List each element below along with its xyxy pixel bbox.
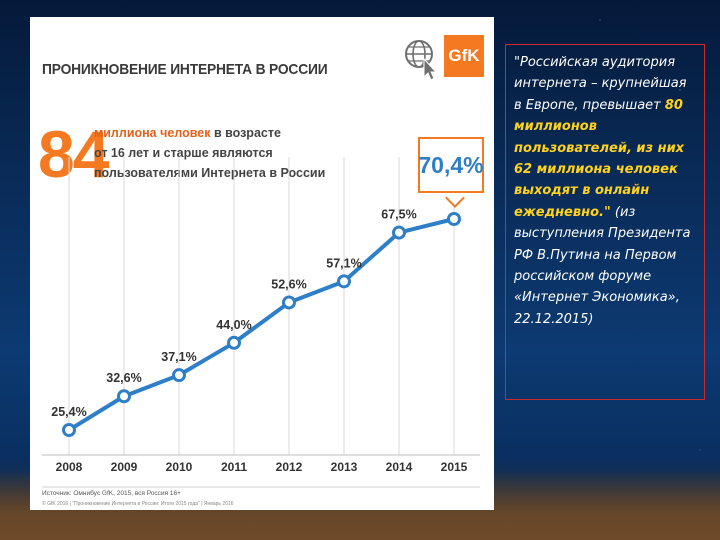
x-tick-label: 2009 <box>111 460 138 474</box>
lead-text: миллиона человек в возрасте от 16 лет и … <box>94 123 344 183</box>
lead-highlight: миллиона человек <box>94 126 211 140</box>
quote-highlight: 80 миллионов пользователей, из них 62 ми… <box>514 97 685 220</box>
data-point <box>172 368 186 383</box>
lead-rest: в возрасте <box>210 126 281 140</box>
data-point <box>447 212 461 226</box>
x-tick-label: 2013 <box>331 460 358 474</box>
lead-line-3: пользователями Интернета в России <box>94 166 326 180</box>
data-point <box>62 423 76 437</box>
lead-line-2: от 16 лет и старше являются <box>94 146 273 160</box>
data-label: 67,5% <box>381 208 416 222</box>
data-label: 44,0% <box>216 318 251 332</box>
gfk-logo: GfK <box>444 35 484 77</box>
data-label: 52,6% <box>271 277 306 291</box>
quote-suffix: (из выступления Президента РФ В.Путина н… <box>514 204 691 327</box>
source-line: Источник: Омнибус GfK, 2015, вся Россия … <box>42 490 181 497</box>
chart-panel: ПРОНИКНОВЕНИЕ ИНТЕРНЕТА В РОССИИ GfK 84 … <box>30 17 494 510</box>
big-number: 84 <box>38 117 109 191</box>
x-tick-label: 2010 <box>166 460 193 474</box>
x-tick-label: 2008 <box>56 460 83 474</box>
data-point <box>392 225 406 240</box>
x-tick-label: 2015 <box>441 460 468 474</box>
data-point <box>227 335 241 350</box>
series-line <box>67 217 455 432</box>
data-label: 57,1% <box>326 256 361 270</box>
globe-cursor-icon <box>405 40 438 81</box>
panel-title: ПРОНИКНОВЕНИЕ ИНТЕРНЕТА В РОССИИ <box>42 61 328 78</box>
data-point <box>337 274 351 289</box>
quote-prefix: "Российская аудитория интернета – крупне… <box>514 55 687 113</box>
data-label: 37,1% <box>161 350 196 364</box>
data-label: 32,6% <box>106 371 141 385</box>
x-tick-label: 2011 <box>221 460 247 474</box>
x-tick-label: 2012 <box>276 460 303 474</box>
line-chart: 25,4% 32,6% 37,1% 44,0% 52,6% 57,1% 67,5% 2008 2… <box>42 157 480 488</box>
data-point <box>282 295 296 310</box>
source-footer: © GfK 2016 | "Проникновение Интернета в … <box>42 501 234 507</box>
data-point <box>117 389 131 404</box>
callout-value: 70,4% <box>418 137 484 193</box>
quote-box: "Российская аудитория интернета – крупне… <box>505 44 705 400</box>
data-label: 25,4% <box>51 405 86 419</box>
x-tick-label: 2014 <box>386 460 413 474</box>
